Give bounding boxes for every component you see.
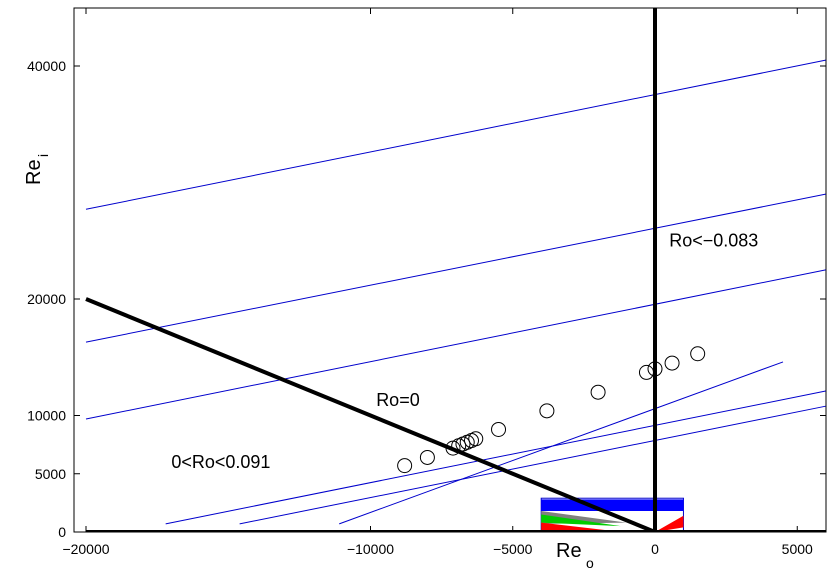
data-point <box>397 458 413 474</box>
data-point <box>539 403 555 419</box>
y-axis-label: Re <box>23 159 45 185</box>
data-point <box>638 364 654 380</box>
y-tick-label: 0 <box>58 524 66 540</box>
parallel-line-1 <box>85 59 826 210</box>
x-tick-label: −10000 <box>347 541 394 557</box>
data-point <box>664 355 680 371</box>
parallel-line-4 <box>165 390 826 525</box>
data-point <box>590 384 606 400</box>
parallel-line-6 <box>339 361 784 525</box>
data-point <box>419 449 435 465</box>
region-red <box>541 522 613 532</box>
x-tick-label: −5000 <box>493 541 533 557</box>
data-point <box>491 421 507 437</box>
parallel-line-3 <box>85 269 826 420</box>
parallel-line-2 <box>85 193 826 343</box>
x-axis-label: Re <box>556 540 582 562</box>
y-tick-label: 10000 <box>27 408 66 424</box>
y-tick-label: 5000 <box>35 466 66 482</box>
annotation: Ro=0 <box>376 390 420 410</box>
data-point <box>468 431 484 447</box>
annotation: 0<Ro<0.091 <box>171 452 270 472</box>
y-tick-label: 40000 <box>27 58 66 74</box>
region-green <box>541 514 621 527</box>
data-point <box>690 346 706 362</box>
data-point <box>647 361 663 377</box>
x-tick-label: 5000 <box>782 541 813 557</box>
x-tick-label: 0 <box>651 541 659 557</box>
annotation: Ro<−0.083 <box>669 231 758 251</box>
parallel-line-5 <box>239 405 826 525</box>
x-tick-label: −20000 <box>62 541 109 557</box>
y-axis-label-subscript: i <box>35 154 51 157</box>
x-axis-label-subscript: o <box>586 555 594 569</box>
y-tick-label: 20000 <box>27 291 66 307</box>
region-blue <box>541 499 684 512</box>
boundary-line-1 <box>85 297 656 532</box>
region-red-right <box>655 515 684 532</box>
